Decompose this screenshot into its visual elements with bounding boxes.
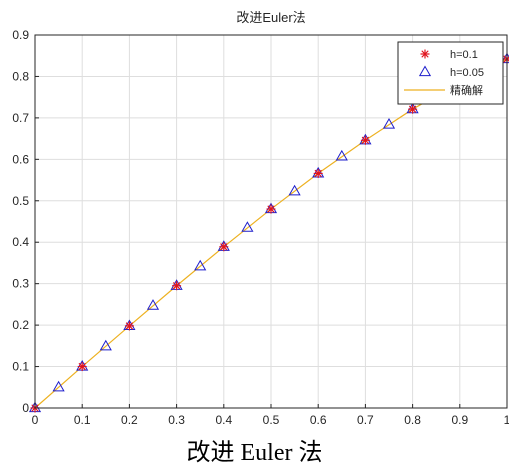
y-tick-label: 0 <box>22 401 29 415</box>
x-tick-label: 0 <box>32 413 39 427</box>
x-tick-label: 0.5 <box>263 413 280 427</box>
legend-h01-icon <box>420 49 430 59</box>
h01-point <box>266 204 276 214</box>
legend-box <box>397 41 504 105</box>
chart: 改进Euler法 0 0.1 0.2 0.3 0.4 0.5 0.6 0.7 0.8 0.9 100… <box>12 10 509 427</box>
y-tick-label: 0.4 <box>12 235 29 249</box>
y-tick-label: 0.6 <box>12 152 29 166</box>
h005-point <box>194 259 207 271</box>
h01-point <box>219 242 229 252</box>
x-tick-label: 0.1 <box>74 413 91 427</box>
y-tick-label: 0.7 <box>12 111 29 125</box>
y-tick-label: 0.5 <box>12 194 29 208</box>
h005-point <box>99 339 112 351</box>
h005-point <box>288 184 301 196</box>
x-tick-label: 0.9 <box>451 413 468 427</box>
y-tick-label: 0.8 <box>12 69 29 83</box>
legend-label: h=0.05 <box>450 67 484 79</box>
h01-point <box>313 168 323 178</box>
x-tick-label: 0.8 <box>404 413 421 427</box>
x-tick-label: 0.6 <box>310 413 327 427</box>
grid <box>35 35 507 408</box>
h005-point <box>241 221 254 232</box>
x-tick-label: 0.3 <box>168 413 185 427</box>
h005-point <box>52 380 65 392</box>
markers-group <box>28 52 509 413</box>
figure-caption: 改进 Euler 法 <box>186 440 323 466</box>
tick-labels: 0 0.1 0.2 0.3 0.4 0.5 0.6 0.7 0.8 0.9 1 0 0.1 0.2 0.3 0… <box>12 28 509 427</box>
chart-title: 改进Euler法 <box>236 10 305 25</box>
h01-point <box>77 362 87 372</box>
y-tick-label: 0.2 <box>12 318 29 332</box>
legend-label: 精确解 <box>450 83 483 97</box>
x-tick-label: 1 <box>504 413 509 427</box>
x-tick-label: 0.2 <box>121 413 138 427</box>
y-tick-label: 0.9 <box>12 28 29 42</box>
h005-point <box>382 118 396 129</box>
x-tick-label: 0.4 <box>215 413 232 427</box>
legend-h005-icon <box>418 65 432 77</box>
legend-label: h=0.1 <box>450 49 478 61</box>
x-tick-label: 0.7 <box>357 413 374 427</box>
h01-point <box>360 135 370 145</box>
y-tick-label: 0.1 <box>12 360 29 374</box>
h01-point <box>124 321 134 331</box>
h005-point <box>146 299 160 310</box>
legend: h=0.1 h=0.05 精确解 <box>397 41 504 105</box>
y-tick-label: 0.3 <box>12 277 29 291</box>
h01-point <box>172 281 182 291</box>
h01-point <box>408 104 418 114</box>
h005-point <box>335 149 348 161</box>
